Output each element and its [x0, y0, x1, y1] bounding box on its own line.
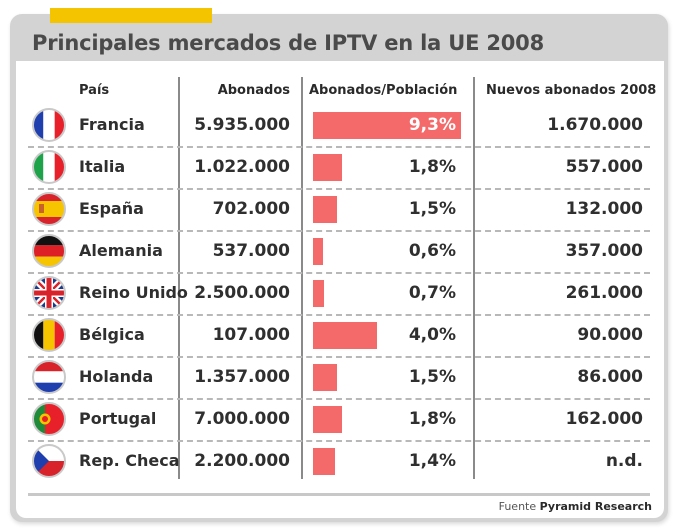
portugal-flag-icon	[32, 402, 66, 436]
uk-flag-icon	[32, 276, 66, 310]
country-name: Alemania	[79, 241, 163, 260]
subscribers-value: 107.000	[212, 325, 290, 345]
new-subscribers-value: 90.000	[577, 325, 643, 345]
subscribers-value: 1.022.000	[194, 157, 290, 177]
header-country: País	[79, 83, 110, 98]
new-subscribers-value: 261.000	[565, 283, 643, 303]
new-subscribers-value: 162.000	[565, 409, 643, 429]
netherlands-flag-icon	[32, 360, 66, 394]
row-separator	[28, 230, 650, 232]
france-flag-icon	[32, 108, 66, 142]
penetration-label: 0,7%	[408, 283, 456, 303]
country-name: Italia	[79, 157, 126, 176]
penetration-label: 9,3%	[408, 115, 456, 135]
subscribers-value: 7.000.000	[194, 409, 290, 429]
penetration-bar	[313, 448, 336, 475]
penetration-label: 1,8%	[408, 409, 456, 429]
italy-flag-icon	[32, 150, 66, 184]
subscribers-value: 2.500.000	[194, 283, 290, 303]
source-name: Pyramid Research	[539, 500, 652, 513]
germany-flag-icon	[32, 234, 66, 268]
country-name: Francia	[79, 115, 145, 134]
subscribers-value: 2.200.000	[194, 451, 290, 471]
penetration-bar	[313, 112, 461, 139]
penetration-label: 1,5%	[408, 367, 456, 387]
new-subscribers-value: 557.000	[565, 157, 643, 177]
penetration-label: 1,8%	[408, 157, 456, 177]
penetration-bar	[313, 406, 342, 433]
penetration-bar	[313, 196, 337, 223]
penetration-label: 0,6%	[408, 241, 456, 261]
subscribers-value: 1.357.000	[194, 367, 290, 387]
country-name: España	[79, 199, 144, 218]
penetration-bar	[313, 238, 323, 265]
country-name: Rep. Checa	[79, 451, 180, 470]
header-penetration: Abonados/Población	[309, 83, 458, 98]
spain-flag-icon	[32, 192, 66, 226]
table-bottom-rule	[28, 493, 650, 496]
row-separator	[28, 440, 650, 442]
new-subscribers-value: n.d.	[605, 451, 643, 471]
penetration-bar	[313, 280, 325, 307]
subscribers-value: 5.935.000	[194, 115, 290, 135]
new-subscribers-value: 86.000	[577, 367, 643, 387]
penetration-label: 1,4%	[408, 451, 456, 471]
row-separator	[28, 188, 650, 190]
penetration-label: 4,0%	[408, 325, 456, 345]
penetration-bar	[313, 322, 377, 349]
new-subscribers-value: 132.000	[565, 199, 643, 219]
penetration-bar	[313, 154, 342, 181]
czech-flag-icon	[32, 444, 66, 478]
belgium-flag-icon	[32, 318, 66, 352]
column-divider	[473, 77, 475, 479]
penetration-bar	[313, 364, 337, 391]
header-new-subscribers: Nuevos abonados 2008	[486, 83, 657, 98]
chart-title: Principales mercados de IPTV en la UE 20…	[32, 31, 544, 55]
country-name: Bélgica	[79, 325, 145, 344]
row-separator	[28, 272, 650, 274]
row-separator	[28, 356, 650, 358]
accent-bar	[50, 8, 212, 23]
column-divider	[178, 77, 180, 479]
subscribers-value: 537.000	[212, 241, 290, 261]
source-note: Fuente Pyramid Research	[0, 500, 652, 513]
row-separator	[28, 146, 650, 148]
row-separator	[28, 398, 650, 400]
row-separator	[28, 314, 650, 316]
country-name: Reino Unido	[79, 283, 188, 302]
column-divider	[301, 77, 303, 479]
country-name: Portugal	[79, 409, 157, 428]
new-subscribers-value: 1.670.000	[547, 115, 643, 135]
subscribers-value: 702.000	[212, 199, 290, 219]
header-subscribers: Abonados	[217, 83, 290, 98]
new-subscribers-value: 357.000	[565, 241, 643, 261]
source-label: Fuente	[498, 500, 537, 513]
country-name: Holanda	[79, 367, 154, 386]
penetration-label: 1,5%	[408, 199, 456, 219]
